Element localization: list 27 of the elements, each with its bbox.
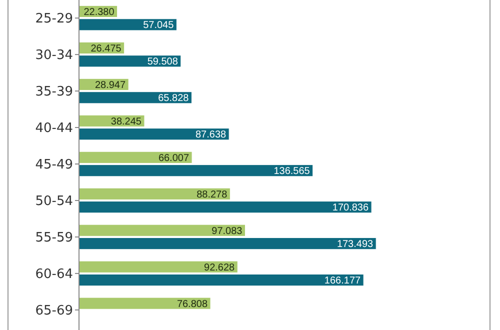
data-label: 65.828: [158, 93, 190, 104]
data-label: 57.045: [143, 20, 174, 32]
data-label: 166.177: [324, 276, 362, 287]
data-label: 87.638: [195, 130, 227, 141]
y-tick-label: 60-64: [35, 267, 73, 282]
data-label: 66.007: [158, 152, 190, 164]
data-label: 22.380: [84, 6, 115, 18]
data-label: 76.808: [176, 298, 208, 310]
data-label: 136.565: [274, 166, 310, 178]
data-label: 92.628: [204, 262, 236, 274]
data-label: 88.278: [196, 189, 228, 200]
y-tick-label: 40-44: [35, 121, 73, 136]
data-label: 26.475: [90, 43, 122, 54]
y-tick-label: 25-29: [35, 12, 73, 27]
data-label: 28.947: [94, 80, 126, 91]
data-label: 38.245: [110, 116, 142, 128]
data-label: 173.493: [336, 239, 374, 250]
data-label: 170.836: [332, 202, 369, 214]
bar: [78, 297, 211, 310]
y-tick-label: 45-49: [35, 158, 73, 173]
data-label: 97.083: [212, 226, 243, 237]
y-tick-label: 30-34: [35, 48, 73, 64]
y-tick-label: 35-39: [35, 84, 73, 100]
y-tick-label: 65-69: [35, 303, 73, 318]
y-tick-label: 55-59: [35, 230, 73, 246]
y-tick-label: 50-54: [35, 194, 73, 210]
data-label: 59.508: [147, 56, 178, 68]
